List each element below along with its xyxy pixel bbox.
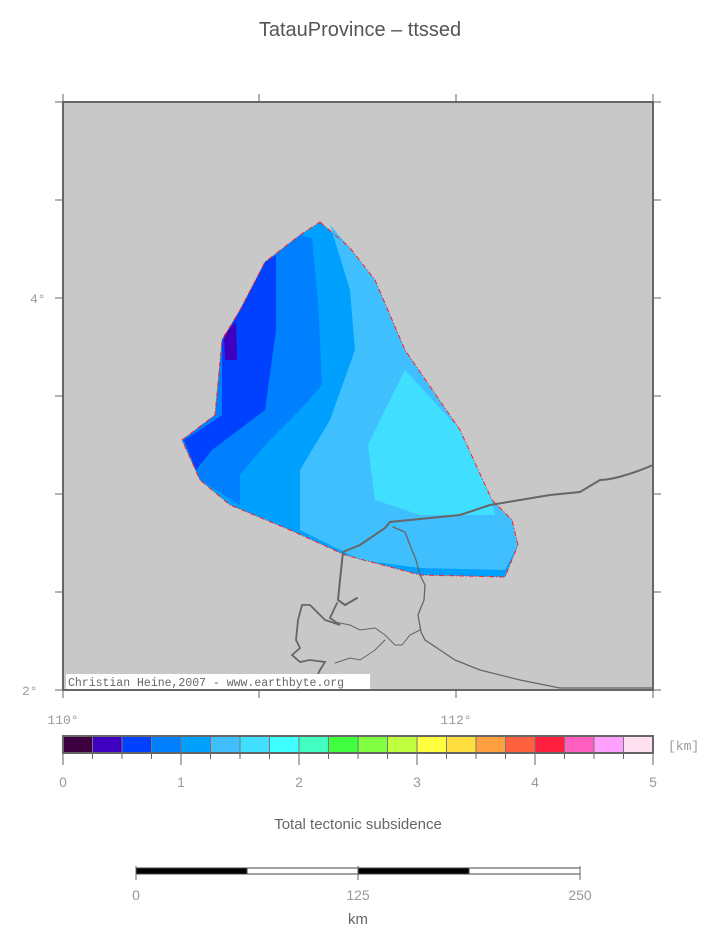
basin-boundary [181, 221, 519, 578]
colorbar-swatch [387, 735, 418, 754]
colorbar-tick-label: 2 [295, 774, 303, 790]
scalebar-segment [246, 867, 359, 875]
scalebar-segment [357, 867, 470, 875]
colorbar-swatch [121, 735, 152, 754]
colorbar-tick-label: 4 [531, 774, 539, 790]
credit-text: Christian Heine,2007 - www.earthbyte.org [68, 677, 344, 690]
colorbar-swatch [623, 735, 654, 754]
colorbar-label: Total tectonic subsidence [274, 816, 442, 833]
scalebar-unit: km [348, 911, 368, 928]
colorbar-swatch [505, 735, 536, 754]
subsidence-region [368, 370, 495, 515]
lon-label-112: 112° [440, 713, 471, 728]
colorbar [62, 735, 654, 765]
scalebar-segment [468, 867, 581, 875]
map-title: TatauProvince – ttssed [259, 19, 461, 41]
subsidence-region [224, 322, 237, 360]
coastlines [290, 464, 654, 691]
scalebar-tick-label: 0 [132, 887, 140, 903]
colorbar-tick-labels: 0 1 2 3 4 5 [59, 774, 657, 790]
colorbar-swatch [269, 735, 300, 754]
scalebar-tick-label: 125 [346, 887, 370, 903]
colorbar-swatch [151, 735, 182, 754]
colorbar-tick-label: 1 [177, 774, 185, 790]
river [392, 526, 654, 689]
colorbar-swatch [239, 735, 270, 754]
lat-label-2: 2° [22, 684, 38, 699]
river [334, 621, 421, 664]
colorbar-swatch [534, 735, 565, 754]
colorbar-swatch [328, 735, 359, 754]
coastline-west [290, 602, 341, 691]
colorbar-tick-label: 5 [649, 774, 657, 790]
colorbar-unit: [km] [668, 739, 699, 754]
colorbar-swatch [357, 735, 388, 754]
colorbar-swatch [416, 735, 447, 754]
colorbar-tick-label: 3 [413, 774, 421, 790]
colorbar-swatch [475, 735, 506, 754]
colorbar-swatch [564, 735, 595, 754]
colorbar-swatch [593, 735, 624, 754]
colorbar-tick-label: 0 [59, 774, 67, 790]
scale-bar: 0 125 250 [132, 866, 592, 903]
colorbar-swatch [180, 735, 211, 754]
credit-box [66, 674, 370, 689]
colorbar-swatch [210, 735, 241, 754]
colorbar-swatch [92, 735, 123, 754]
scalebar-tick-label: 250 [568, 887, 592, 903]
lat-label-4: 4° [30, 292, 46, 307]
frame-ticks [55, 94, 661, 698]
colorbar-swatch [298, 735, 329, 754]
colorbar-swatch [446, 735, 477, 754]
subsidence-regions [182, 222, 518, 577]
coastline [336, 464, 654, 607]
lon-label-110: 110° [47, 713, 78, 728]
scalebar-segment [135, 867, 248, 875]
colorbar-swatch [62, 735, 93, 754]
subsidence-region [184, 255, 276, 470]
